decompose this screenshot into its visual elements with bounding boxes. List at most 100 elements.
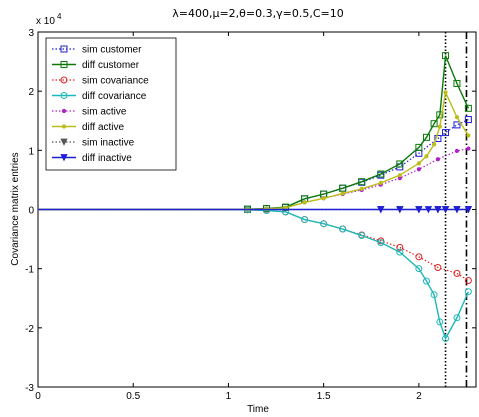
legend-item: sim customer xyxy=(52,45,142,56)
series-point xyxy=(453,121,461,129)
legend-swatch-marker xyxy=(60,76,68,84)
series-point xyxy=(464,206,473,214)
legend-item: sim inactive xyxy=(52,138,135,149)
series-point xyxy=(442,52,450,60)
series-point xyxy=(320,220,328,228)
series-point xyxy=(442,129,450,137)
x-tick-label: 1 xyxy=(226,391,232,402)
series-point xyxy=(464,277,472,284)
series-point xyxy=(415,143,423,151)
series-point xyxy=(437,124,442,129)
series-point xyxy=(377,239,385,247)
legend-label: diff covariance xyxy=(82,91,147,102)
series-point xyxy=(466,133,471,138)
y-axis-label: Covariance matrix entries xyxy=(10,152,21,265)
legend-item: diff inactive xyxy=(52,153,132,164)
series-point xyxy=(454,115,460,120)
series-point xyxy=(422,133,430,141)
series-point xyxy=(415,253,423,261)
series-point xyxy=(443,90,448,95)
series-point xyxy=(397,173,402,178)
legend-label: sim active xyxy=(82,107,127,118)
series-point xyxy=(415,265,423,273)
y-tick-label: 1 xyxy=(28,146,34,157)
series-point xyxy=(434,263,442,271)
series-point xyxy=(430,120,438,128)
series-point xyxy=(436,111,444,119)
x-axis-label: Time xyxy=(247,404,269,415)
series-point xyxy=(358,178,366,186)
series-point xyxy=(415,206,423,214)
legend-swatch-marker xyxy=(60,154,68,162)
series-point xyxy=(321,196,326,201)
legend-item: diff covariance xyxy=(52,91,147,102)
legend-swatch-marker xyxy=(61,124,67,129)
legend-label: diff customer xyxy=(82,60,140,71)
legend-item: diff customer xyxy=(52,60,140,71)
series-point xyxy=(424,206,433,214)
series-point xyxy=(434,206,442,214)
y-tick-label: -2 xyxy=(25,324,34,335)
series-point xyxy=(424,154,429,159)
y-tick-label: -3 xyxy=(25,383,34,394)
x-tick-label: 1.5 xyxy=(317,391,331,402)
y-tick-label: 2 xyxy=(28,87,34,98)
series-point xyxy=(435,157,441,162)
legend-item: sim covariance xyxy=(52,76,149,87)
y-tick-label: 3 xyxy=(28,28,34,39)
series-point xyxy=(442,334,450,342)
series-point xyxy=(436,318,444,326)
legend-swatch-marker xyxy=(60,61,68,68)
x-tick-label: 0 xyxy=(35,391,41,402)
x-tick-label: 0.5 xyxy=(126,391,140,402)
series-point xyxy=(359,186,364,191)
data-series-group xyxy=(38,52,473,342)
series-point xyxy=(339,184,347,192)
legend-label: diff inactive xyxy=(82,153,132,164)
legend-item: diff active xyxy=(52,122,124,133)
series-point xyxy=(377,170,385,178)
series-point xyxy=(396,248,404,256)
legend-label: sim customer xyxy=(82,45,142,56)
series-point xyxy=(422,277,430,285)
series-point xyxy=(302,200,307,205)
y-axis-exponent-base: x 10 xyxy=(36,16,55,27)
series-diff-inactive xyxy=(38,206,473,214)
series-point xyxy=(466,146,471,151)
chart-title: λ=400,μ=2,θ=0.3,γ=0.5,C=10 xyxy=(172,7,343,20)
series-point xyxy=(464,288,472,296)
series-point xyxy=(358,232,366,240)
series-point xyxy=(464,116,472,124)
series-point xyxy=(301,216,309,224)
series-point xyxy=(378,180,383,185)
series-point xyxy=(453,206,461,214)
series-point xyxy=(396,243,404,251)
series-point xyxy=(441,206,450,214)
series-point xyxy=(377,206,385,214)
y-tick-label: 0 xyxy=(28,206,34,217)
series-point xyxy=(434,135,442,142)
series-point xyxy=(432,142,437,147)
series-point xyxy=(454,148,460,154)
legend: sim customer diff customer sim covariance d… xyxy=(45,37,177,171)
legend-swatch-marker xyxy=(61,108,67,114)
series-point xyxy=(453,269,461,277)
series-point xyxy=(430,291,438,299)
series-point xyxy=(396,160,404,168)
series-point xyxy=(453,79,461,87)
legend-box xyxy=(45,37,177,171)
series-point xyxy=(464,104,472,112)
legend-swatch-marker xyxy=(60,92,68,99)
series-point xyxy=(416,161,421,166)
series-point xyxy=(340,191,345,196)
x-tick-label: 2 xyxy=(416,391,422,402)
series-point xyxy=(416,167,421,172)
legend-label: sim inactive xyxy=(82,138,135,149)
series-point xyxy=(396,206,404,214)
legend-item: sim active xyxy=(52,107,127,118)
legend-swatch-marker xyxy=(60,45,68,53)
y-axis-exponent-power: 4 xyxy=(57,12,62,21)
legend-swatch-marker xyxy=(60,138,68,146)
